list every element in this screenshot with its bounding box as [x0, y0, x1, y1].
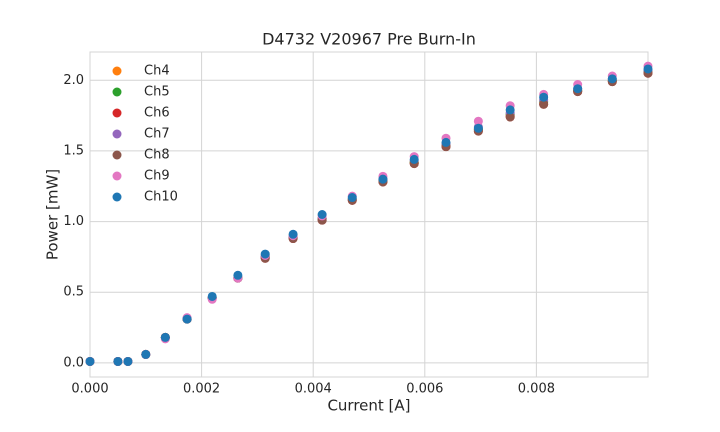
legend-label: Ch9	[144, 169, 170, 184]
point	[207, 291, 217, 301]
plot-frame	[89, 51, 649, 378]
y-tick-label: 2.0	[63, 73, 84, 88]
legend-marker	[112, 66, 122, 76]
legend-label: Ch8	[144, 148, 170, 163]
legend-marker	[112, 108, 122, 118]
y-axis-label: Power [mW]	[44, 169, 62, 260]
x-tick-label: 0.002	[183, 382, 220, 397]
x-axis-label: Current [A]	[327, 397, 410, 415]
legend-marker	[112, 192, 122, 202]
point	[473, 116, 483, 126]
point	[160, 332, 170, 342]
point	[123, 356, 133, 366]
x-tick-label: 0.004	[295, 382, 332, 397]
point	[409, 154, 419, 164]
legend-marker	[112, 150, 122, 160]
legend-label: Ch6	[144, 106, 170, 121]
x-tick-label: 0.000	[71, 382, 108, 397]
y-tick-label: 1.0	[63, 214, 84, 229]
legend-marker	[112, 129, 122, 139]
point	[141, 349, 151, 359]
point	[539, 99, 549, 109]
y-tick-label: 0.5	[63, 285, 84, 300]
x-tick-label: 0.008	[518, 382, 555, 397]
point	[505, 105, 515, 115]
point	[505, 112, 515, 122]
x-tick-label: 0.006	[406, 382, 443, 397]
point	[539, 92, 549, 102]
point	[288, 229, 298, 239]
legend-marker	[112, 171, 122, 181]
legend-label: Ch10	[144, 190, 178, 205]
point	[378, 174, 388, 184]
point	[260, 249, 270, 259]
point	[607, 74, 617, 84]
point	[573, 84, 583, 94]
point	[643, 64, 653, 74]
y-tick-label: 1.5	[63, 143, 84, 158]
point	[317, 210, 327, 219]
legend-label: Ch7	[144, 127, 170, 142]
point	[182, 314, 192, 324]
y-tick-label: 0.0	[63, 355, 84, 370]
point	[85, 356, 95, 366]
plot-area	[90, 52, 648, 377]
point	[113, 356, 123, 366]
point	[233, 270, 243, 280]
chart-title: D4732 V20967 Pre Burn-In	[262, 30, 476, 49]
legend-label: Ch5	[144, 85, 170, 100]
legend-marker	[112, 87, 122, 97]
legend-label: Ch4	[144, 64, 170, 79]
point	[441, 137, 451, 147]
point	[347, 193, 357, 203]
point	[473, 123, 483, 133]
